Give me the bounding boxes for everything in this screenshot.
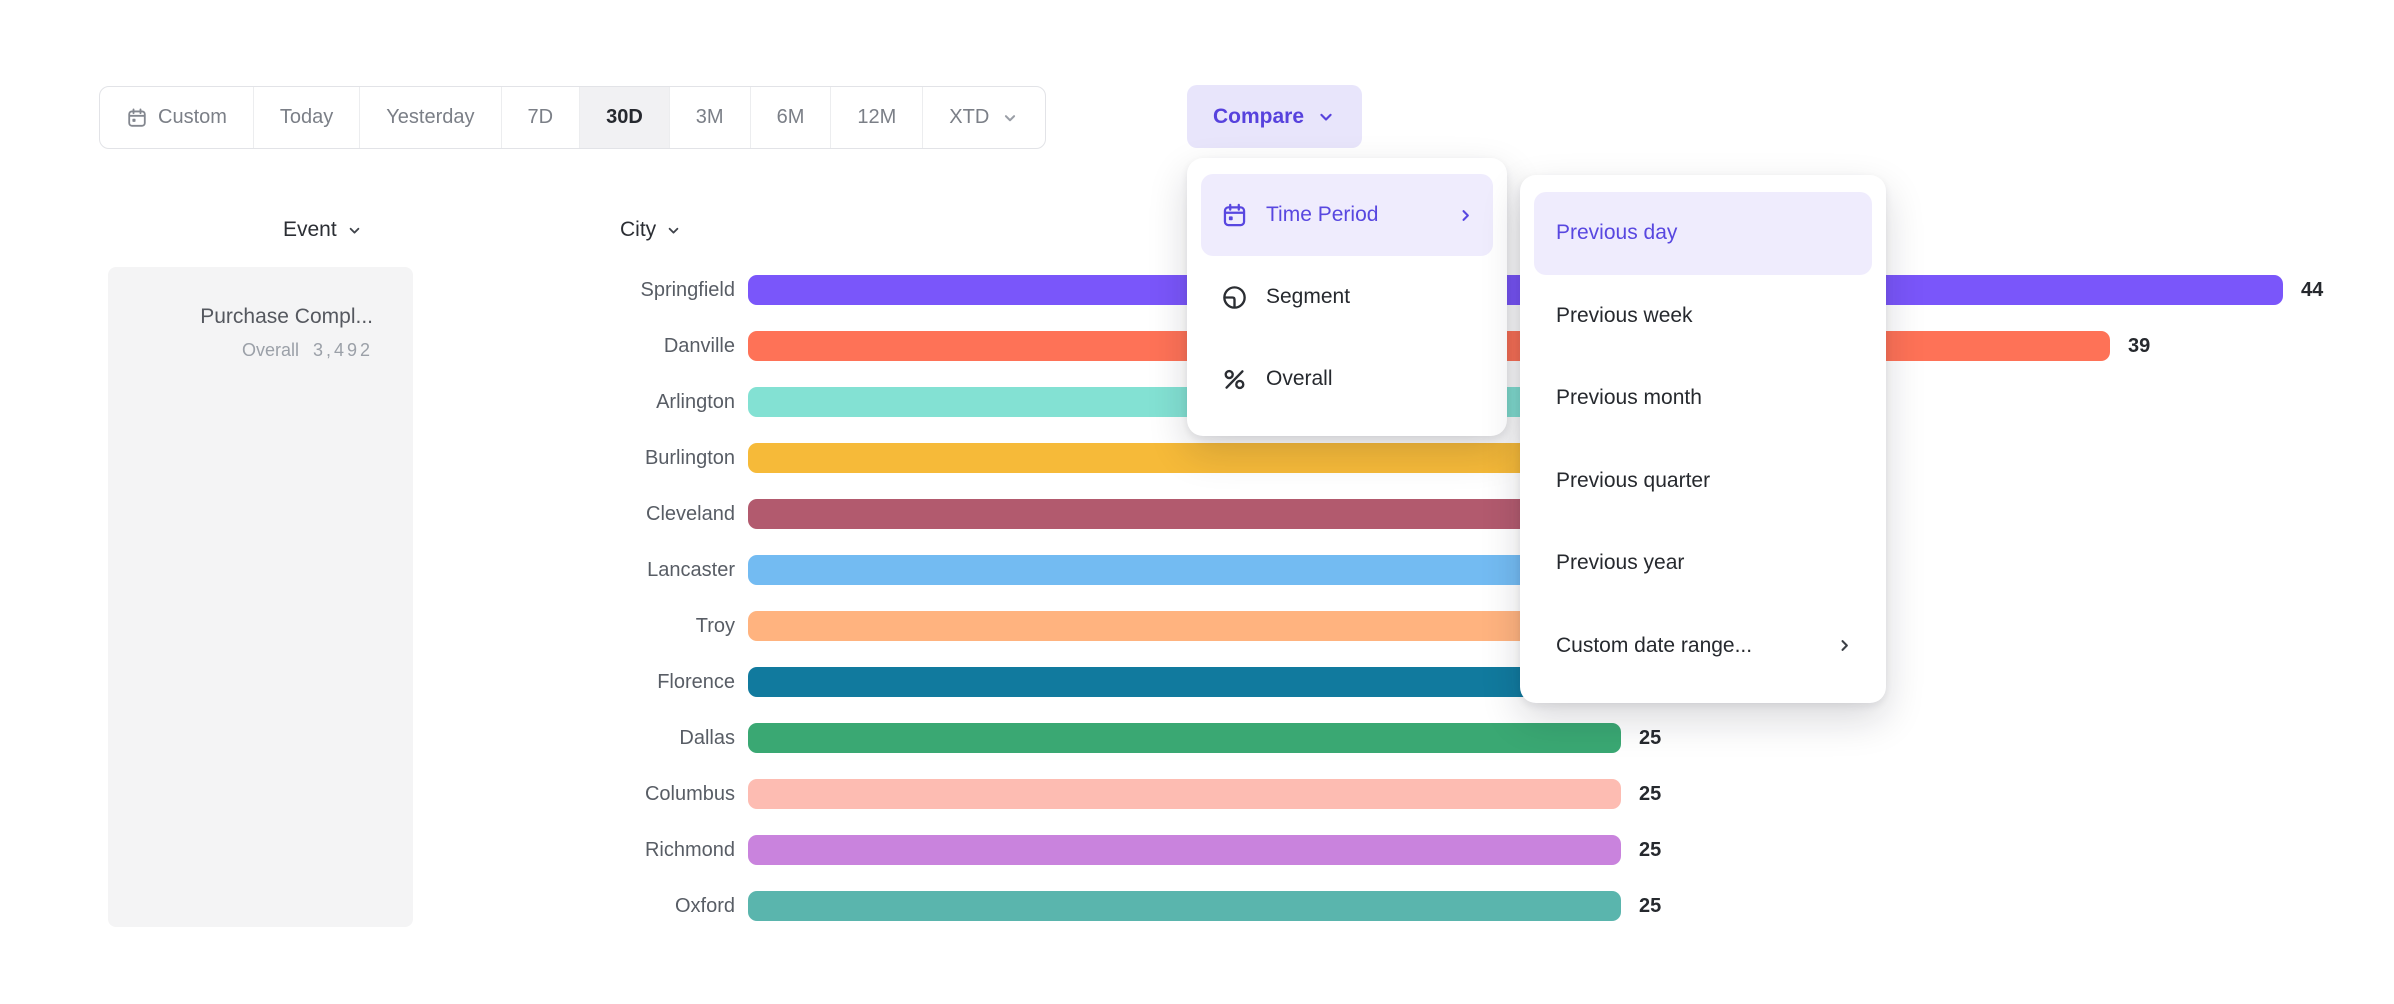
bar-label-oxford: Oxford	[674, 895, 735, 917]
date-range-custom[interactable]: Custom	[100, 87, 254, 148]
date-range-label: 12M	[857, 106, 897, 128]
chevron-right-icon	[1456, 206, 1475, 225]
event-metric-label: Overall	[241, 340, 299, 360]
menu-item-label: Previous month	[1556, 386, 1702, 410]
chevron-down-icon	[1001, 109, 1019, 127]
menu-item-label: Previous day	[1556, 221, 1678, 245]
bar-label-springfield: Springfield	[640, 279, 735, 301]
compare-menu: Time Period Segment Overall	[1187, 158, 1507, 436]
menu-item-previous-quarter[interactable]: Previous quarter	[1534, 440, 1872, 523]
menu-item-previous-day[interactable]: Previous day	[1534, 192, 1872, 275]
date-range-yesterday[interactable]: Yesterday	[360, 87, 502, 148]
bar-value-danville: 39	[2128, 335, 2151, 357]
event-column-header[interactable]: Event	[283, 218, 363, 242]
menu-item-label: Segment	[1266, 285, 1351, 308]
date-range-xtd[interactable]: XTD	[923, 87, 1045, 148]
bar-label-richmond: Richmond	[644, 839, 735, 861]
bar-label-cleveland: Cleveland	[646, 503, 735, 525]
date-range-label: Custom	[158, 106, 227, 128]
date-range-3m[interactable]: 3M	[670, 87, 751, 148]
menu-item-label: Previous week	[1556, 303, 1693, 327]
event-card-metric: Overall 3,492	[128, 340, 373, 361]
bar-label-dallas: Dallas	[679, 727, 735, 749]
chevron-right-icon	[1835, 636, 1854, 655]
date-range-toolbar: Custom Today Yesterday 7D 30D 3M 6M 12M XTD	[99, 86, 1047, 149]
bar-value-dallas: 25	[1639, 727, 1662, 749]
bar-label-burlington: Burlington	[644, 447, 735, 469]
bar-florence[interactable]	[748, 667, 1658, 697]
compare-button-label: Compare	[1213, 104, 1305, 128]
date-range-label: Yesterday	[386, 106, 475, 128]
bar-label-columbus: Columbus	[644, 783, 735, 805]
menu-item-label: Overall	[1266, 367, 1333, 390]
date-range-12m[interactable]: 12M	[831, 87, 924, 148]
event-card[interactable]: Purchase Compl... Overall 3,492	[108, 267, 413, 927]
calendar-icon	[126, 107, 148, 129]
date-range-label: 7D	[527, 106, 554, 128]
bar-label-florence: Florence	[657, 671, 735, 693]
percent-icon	[1221, 366, 1248, 393]
menu-item-previous-week[interactable]: Previous week	[1534, 275, 1872, 358]
event-card-title: Purchase Compl...	[200, 305, 373, 328]
date-range-label: XTD	[949, 106, 990, 128]
bar-springfield[interactable]	[748, 275, 2283, 305]
menu-item-label: Previous quarter	[1556, 468, 1711, 492]
menu-item-previous-year[interactable]: Previous year	[1534, 522, 1872, 605]
event-metric-value: 3,492	[312, 340, 373, 360]
menu-item-segment[interactable]: Segment	[1201, 256, 1493, 338]
bar-oxford[interactable]	[748, 891, 1621, 921]
bar-label-troy: Troy	[695, 615, 735, 637]
city-column-header[interactable]: City	[620, 218, 682, 242]
date-range-label: 6M	[776, 106, 805, 128]
date-range-today[interactable]: Today	[254, 87, 361, 148]
event-column-header-label: Event	[283, 218, 337, 241]
date-range-7d[interactable]: 7D	[502, 87, 581, 148]
chevron-down-icon	[665, 222, 682, 239]
chevron-down-icon	[1316, 107, 1336, 127]
date-range-6m[interactable]: 6M	[751, 87, 832, 148]
bar-label-lancaster: Lancaster	[647, 559, 735, 581]
menu-item-overall[interactable]: Overall	[1201, 338, 1493, 420]
bar-label-danville: Danville	[663, 335, 735, 357]
menu-item-previous-month[interactable]: Previous month	[1534, 357, 1872, 440]
menu-item-label: Previous year	[1556, 551, 1685, 575]
bar-value-springfield: 44	[2301, 279, 2324, 301]
date-range-30d[interactable]: 30D	[580, 87, 670, 148]
menu-item-time-period[interactable]: Time Period	[1201, 174, 1493, 256]
menu-item-label: Time Period	[1266, 203, 1379, 226]
city-column-header-label: City	[620, 218, 657, 241]
menu-item-custom-date-range[interactable]: Custom date range...	[1534, 605, 1872, 688]
bar-columbus[interactable]	[748, 779, 1621, 809]
bar-dallas[interactable]	[748, 723, 1621, 753]
bar-value-oxford: 25	[1639, 895, 1662, 917]
date-range-label: 30D	[606, 106, 643, 128]
segment-icon	[1221, 284, 1248, 311]
calendar-icon	[1221, 202, 1248, 229]
time-period-submenu: Previous day Previous week Previous month P…	[1520, 175, 1886, 703]
compare-button[interactable]: Compare	[1187, 85, 1363, 148]
bar-label-arlington: Arlington	[656, 391, 735, 413]
chevron-down-icon	[346, 222, 363, 239]
date-range-label: 3M	[695, 106, 724, 128]
bar-value-columbus: 25	[1639, 783, 1662, 805]
menu-item-label: Custom date range...	[1556, 633, 1753, 657]
date-range-label: Today	[279, 106, 334, 128]
bar-value-richmond: 25	[1639, 839, 1662, 861]
bar-richmond[interactable]	[748, 835, 1621, 865]
